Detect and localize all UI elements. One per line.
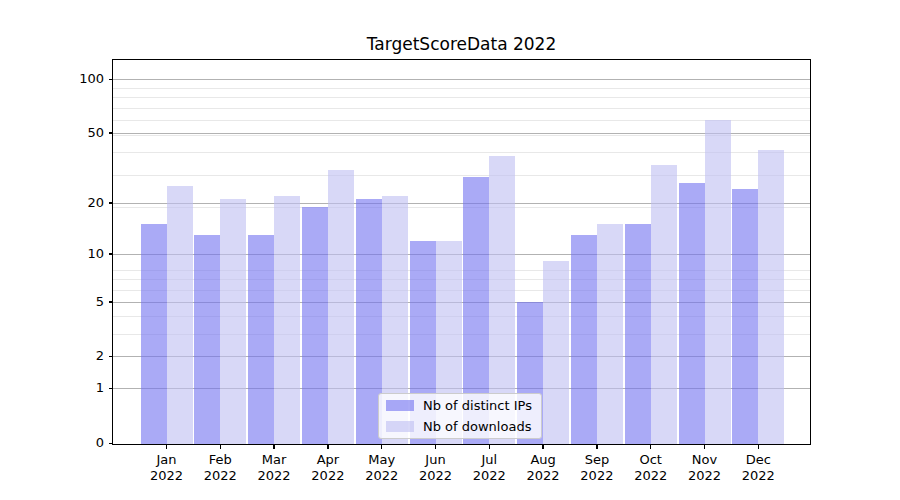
y-tick-mark bbox=[109, 301, 113, 302]
x-tick-label: Jun2022 bbox=[406, 452, 466, 484]
legend: Nb of distinct IPs Nb of downloads bbox=[378, 393, 542, 439]
bar-downloads bbox=[597, 224, 623, 444]
y-tick-mark bbox=[109, 79, 113, 80]
x-tick-mark bbox=[435, 445, 436, 449]
figure: TargetScoreData 2022 0 1 2 5 10 20 50 100 Jan20… bbox=[0, 0, 900, 500]
plot-area bbox=[113, 60, 810, 444]
bar-distinct-ips bbox=[248, 235, 274, 444]
y-tick-label: 2 bbox=[54, 347, 104, 365]
bar-distinct-ips bbox=[732, 189, 758, 444]
minor-gridline bbox=[113, 97, 810, 98]
x-tick-mark bbox=[220, 445, 221, 449]
legend-swatch-distinct-ips bbox=[386, 400, 414, 411]
y-tick-mark bbox=[109, 132, 113, 133]
x-tick-mark bbox=[758, 445, 759, 449]
x-tick-mark bbox=[596, 445, 597, 449]
y-tick-label: 10 bbox=[54, 245, 104, 263]
x-tick-label: May2022 bbox=[352, 452, 412, 484]
major-gridline bbox=[113, 79, 810, 80]
y-tick-mark bbox=[109, 388, 113, 389]
bar-distinct-ips bbox=[625, 224, 651, 444]
bar-distinct-ips bbox=[194, 235, 220, 444]
x-tick-label: Aug2022 bbox=[513, 452, 573, 484]
bar-distinct-ips bbox=[679, 183, 705, 444]
legend-swatch-downloads bbox=[386, 421, 414, 432]
bar-downloads bbox=[758, 150, 784, 444]
x-tick-label: Dec2022 bbox=[728, 452, 788, 484]
x-tick-mark bbox=[650, 445, 651, 449]
y-tick-label: 0 bbox=[54, 434, 104, 452]
y-tick-label: 20 bbox=[54, 194, 104, 212]
x-tick-mark bbox=[704, 445, 705, 449]
bar-downloads bbox=[651, 165, 677, 444]
minor-gridline bbox=[113, 108, 810, 109]
bar-distinct-ips bbox=[302, 207, 328, 444]
x-tick-label: Jan2022 bbox=[137, 452, 197, 484]
y-tick-mark bbox=[109, 443, 113, 444]
y-tick-mark bbox=[109, 202, 113, 203]
x-tick-label: Nov2022 bbox=[675, 452, 735, 484]
bar-downloads bbox=[274, 196, 300, 444]
y-tick-label: 100 bbox=[54, 70, 104, 88]
legend-item-distinct-ips: Nb of distinct IPs bbox=[386, 397, 533, 415]
x-tick-label: Oct2022 bbox=[621, 452, 681, 484]
y-tick-mark bbox=[109, 253, 113, 254]
y-tick-label: 50 bbox=[54, 124, 104, 142]
x-tick-mark bbox=[166, 445, 167, 449]
x-tick-mark bbox=[381, 445, 382, 449]
x-tick-label: Sep2022 bbox=[567, 452, 627, 484]
x-tick-mark bbox=[273, 445, 274, 449]
bar-downloads bbox=[328, 170, 354, 444]
legend-label-downloads: Nb of downloads bbox=[423, 419, 531, 434]
x-tick-label: Mar2022 bbox=[244, 452, 304, 484]
bar-downloads bbox=[543, 261, 569, 443]
x-tick-label: Apr2022 bbox=[298, 452, 358, 484]
minor-gridline bbox=[113, 88, 810, 89]
y-tick-label: 5 bbox=[54, 293, 104, 311]
x-tick-label: Jul2022 bbox=[459, 452, 519, 484]
y-tick-mark bbox=[109, 356, 113, 357]
bar-downloads bbox=[705, 120, 731, 444]
y-tick-label: 1 bbox=[54, 379, 104, 397]
legend-item-downloads: Nb of downloads bbox=[386, 418, 533, 436]
bar-distinct-ips bbox=[141, 224, 167, 444]
x-tick-mark bbox=[327, 445, 328, 449]
bar-downloads bbox=[167, 186, 193, 444]
bar-distinct-ips bbox=[571, 235, 597, 444]
chart-title: TargetScoreData 2022 bbox=[113, 34, 810, 54]
x-tick-mark bbox=[542, 445, 543, 449]
bar-downloads bbox=[220, 199, 246, 444]
x-tick-mark bbox=[489, 445, 490, 449]
x-tick-label: Feb2022 bbox=[190, 452, 250, 484]
legend-label-distinct-ips: Nb of distinct IPs bbox=[423, 398, 532, 413]
